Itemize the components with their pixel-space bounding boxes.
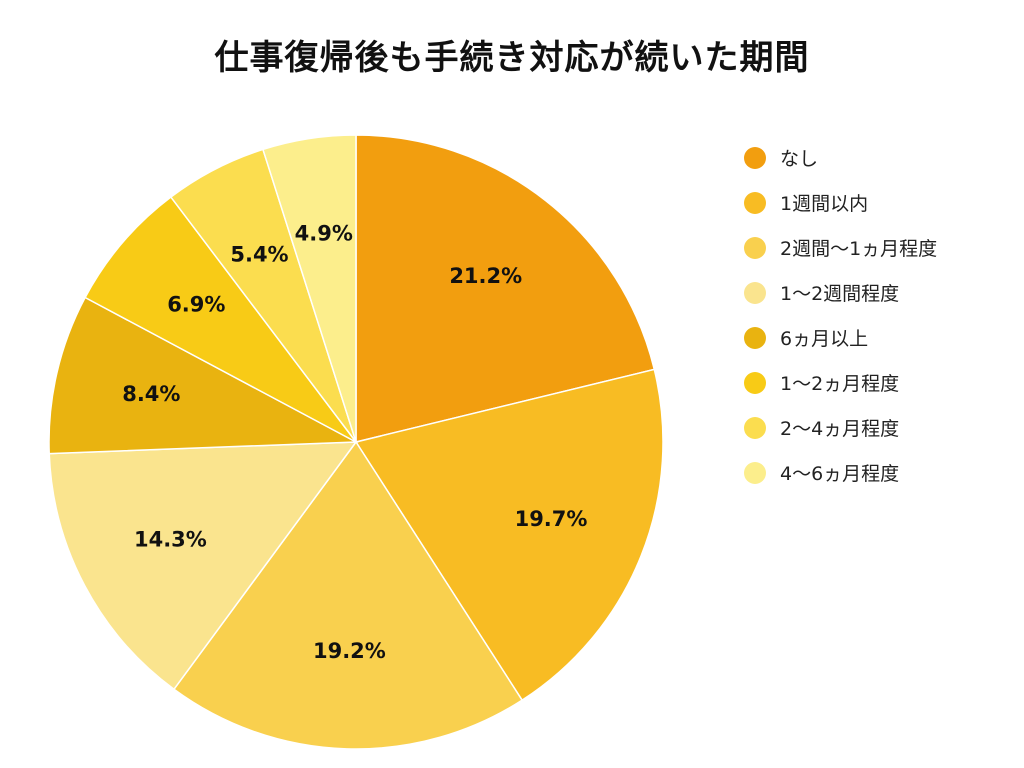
legend-item-4: 1〜2週間程度 (744, 270, 1014, 315)
slice-value-label-4: 14.3% (134, 527, 207, 551)
pie-slices (48, 134, 664, 750)
legend: なし 1週間以内 2週間〜1ヵ月程度 1〜2週間程度 6ヵ月以上 1〜2ヵ月程度 2〜4ヵ月… (744, 135, 1014, 495)
legend-swatch (744, 191, 766, 214)
legend-label: なし (780, 148, 819, 170)
pie-value-labels: 21.2% 19.7% 19.2% 14.3% 8.4% 6.9% 5.4% 4.9% (122, 221, 587, 662)
legend-item-2: 1週間以内 (744, 180, 1014, 225)
pie-slice-1 (355, 134, 656, 443)
slice-value-label-2: 19.7% (515, 507, 588, 531)
legend-label: 4〜6ヵ月程度 (780, 463, 900, 485)
slice-value-label-3: 19.2% (313, 639, 386, 663)
legend-swatch (744, 416, 766, 439)
legend-swatch (744, 281, 766, 304)
pie-slice-6 (84, 196, 357, 443)
legend-label: 1週間以内 (780, 193, 869, 215)
legend-item-6: 1〜2ヵ月程度 (744, 360, 1014, 405)
slice-value-label-8: 4.9% (295, 221, 353, 245)
legend-item-7: 2〜4ヵ月程度 (744, 405, 1014, 450)
pie-slice-4 (48, 441, 358, 691)
pie-slice-5 (48, 296, 359, 455)
legend-swatch (744, 326, 766, 349)
legend-swatch (744, 146, 766, 169)
slice-value-label-1: 21.2% (449, 264, 522, 288)
chart-title: 仕事復帰後も手続き対応が続いた期間 (214, 38, 810, 78)
pie-slice-3 (172, 440, 524, 750)
pie-slice-8 (262, 134, 357, 443)
pie-slice-2 (354, 368, 664, 702)
legend-item-8: 4〜6ヵ月程度 (744, 450, 1014, 495)
legend-label: 1〜2週間程度 (780, 283, 900, 305)
slice-value-label-7: 5.4% (230, 242, 288, 266)
legend-swatch (744, 236, 766, 259)
slice-value-label-5: 8.4% (122, 382, 180, 406)
legend-item-1: なし (744, 135, 1014, 180)
legend-label: 2週間〜1ヵ月程度 (780, 238, 938, 260)
legend-label: 2〜4ヵ月程度 (780, 418, 900, 440)
legend-item-5: 6ヵ月以上 (744, 315, 1014, 360)
legend-label: 6ヵ月以上 (780, 328, 869, 350)
slice-value-label-6: 6.9% (167, 293, 225, 317)
legend-item-3: 2週間〜1ヵ月程度 (744, 225, 1014, 270)
legend-label: 1〜2ヵ月程度 (780, 373, 900, 395)
legend-swatch (744, 461, 766, 484)
legend-swatch (744, 371, 766, 394)
